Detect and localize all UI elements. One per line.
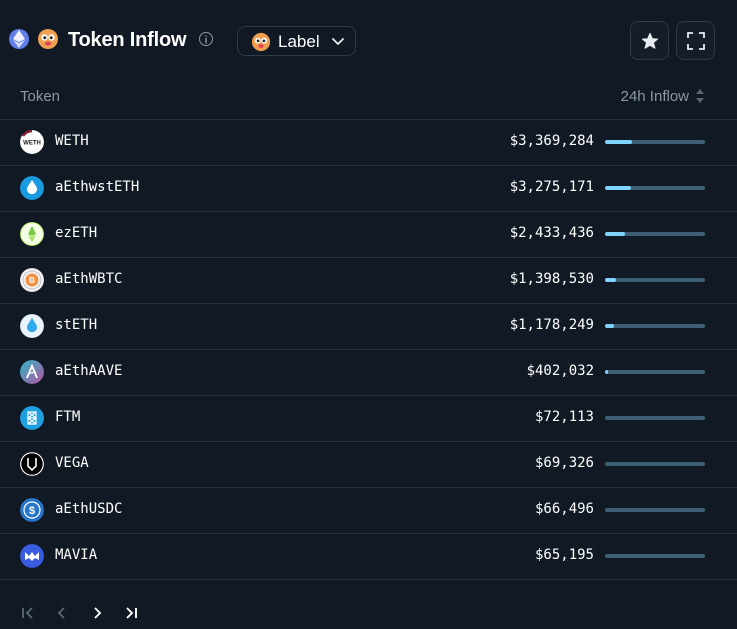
info-icon[interactable] [199, 32, 213, 46]
table-row[interactable]: B aEthWBTC $1,398,530 [0, 258, 737, 304]
inflow-value: $2,433,436 [509, 225, 594, 241]
token-name: ezETH [55, 225, 98, 241]
sort-icon[interactable] [694, 86, 706, 106]
table-row[interactable]: MAVIA $65,195 [0, 534, 737, 580]
fantom-icon [20, 406, 44, 430]
previous-page-button[interactable] [53, 604, 71, 622]
inflow-bar-fill [605, 324, 614, 328]
last-page-icon [126, 607, 137, 619]
token-name: aEthUSDC [55, 501, 123, 517]
pagination [0, 600, 300, 628]
table-row[interactable]: WETH WETH $3,369,284 [0, 120, 737, 166]
token-name: stETH [55, 317, 98, 333]
inflow-bar [605, 140, 705, 144]
inflow-value: $65,195 [534, 547, 594, 563]
aave-icon [20, 360, 44, 384]
first-page-icon [22, 607, 33, 619]
inflow-bar [605, 370, 705, 374]
inflow-bar-fill [605, 186, 631, 190]
table-row[interactable]: stETH $1,178,249 [0, 304, 737, 350]
inflow-value: $1,398,530 [509, 271, 594, 287]
first-page-button[interactable] [19, 604, 37, 622]
column-header-token: Token [20, 88, 61, 105]
inflow-bar [605, 416, 705, 420]
wsteth-drop-icon [20, 176, 44, 200]
favorite-button[interactable] [630, 21, 669, 60]
token-name: FTM [55, 409, 81, 425]
mavia-icon [20, 544, 44, 568]
chevron-right-icon [94, 607, 102, 619]
inflow-bar [605, 278, 705, 282]
page-title: Token Inflow [68, 29, 187, 51]
steth-drop-icon [20, 314, 44, 338]
next-page-button[interactable] [88, 604, 106, 622]
token-name: aEthwstETH [55, 179, 140, 195]
fullscreen-button[interactable] [676, 21, 715, 60]
star-icon [641, 32, 658, 49]
chevron-down-icon [332, 38, 344, 45]
token-name: WETH [55, 133, 89, 149]
svg-text:WETH: WETH [23, 141, 41, 147]
inflow-bar [605, 324, 705, 328]
inflow-value: $1,178,249 [509, 317, 594, 333]
vega-icon [20, 452, 44, 476]
bitcoin-icon: B [20, 268, 44, 292]
table-row[interactable]: FTM $72,113 [0, 396, 737, 442]
label-face-icon [251, 32, 271, 52]
inflow-bar [605, 186, 705, 190]
inflow-bar-fill [605, 140, 632, 144]
usdc-icon: $ [20, 498, 44, 522]
svg-text:B: B [29, 276, 35, 285]
inflow-bar [605, 554, 705, 558]
inflow-value: $72,113 [534, 409, 594, 425]
token-table: WETH WETH $3,369,284 aEthwstETH $3,275,1… [0, 120, 737, 580]
last-page-button[interactable] [122, 604, 140, 622]
widget-header: Token Inflow Label [0, 0, 737, 80]
svg-text:$: $ [29, 505, 35, 517]
inflow-bar-fill [605, 370, 608, 374]
inflow-value: $66,496 [534, 501, 594, 517]
inflow-bar [605, 508, 705, 512]
weth-icon: WETH [20, 130, 44, 154]
token-name: aEthWBTC [55, 271, 123, 287]
label-dropdown-button[interactable]: Label [237, 26, 356, 56]
token-name: MAVIA [55, 547, 98, 563]
token-name: aEthAAVE [55, 363, 123, 379]
ethereum-icon [9, 29, 29, 49]
expand-icon [686, 31, 705, 50]
label-face-icon [38, 29, 58, 49]
label-button-text: Label [278, 32, 320, 51]
table-row[interactable]: aEthAAVE $402,032 [0, 350, 737, 396]
inflow-bar-fill [605, 278, 616, 282]
table-row[interactable]: VEGA $69,326 [0, 442, 737, 488]
inflow-value: $402,032 [526, 363, 594, 379]
inflow-value: $3,369,284 [509, 133, 594, 149]
token-name: VEGA [55, 455, 89, 471]
inflow-value: $69,326 [534, 455, 594, 471]
inflow-bar [605, 232, 705, 236]
column-header-inflow[interactable]: 24h Inflow [620, 88, 689, 105]
ezeth-icon [20, 222, 44, 246]
inflow-bar [605, 462, 705, 466]
inflow-bar-fill [605, 232, 625, 236]
table-header: Token 24h Inflow [0, 80, 737, 120]
inflow-value: $3,275,171 [509, 179, 594, 195]
table-row[interactable]: $ aEthUSDC $66,496 [0, 488, 737, 534]
table-row[interactable]: ezETH $2,433,436 [0, 212, 737, 258]
chevron-left-icon [57, 607, 65, 619]
table-row[interactable]: aEthwstETH $3,275,171 [0, 166, 737, 212]
